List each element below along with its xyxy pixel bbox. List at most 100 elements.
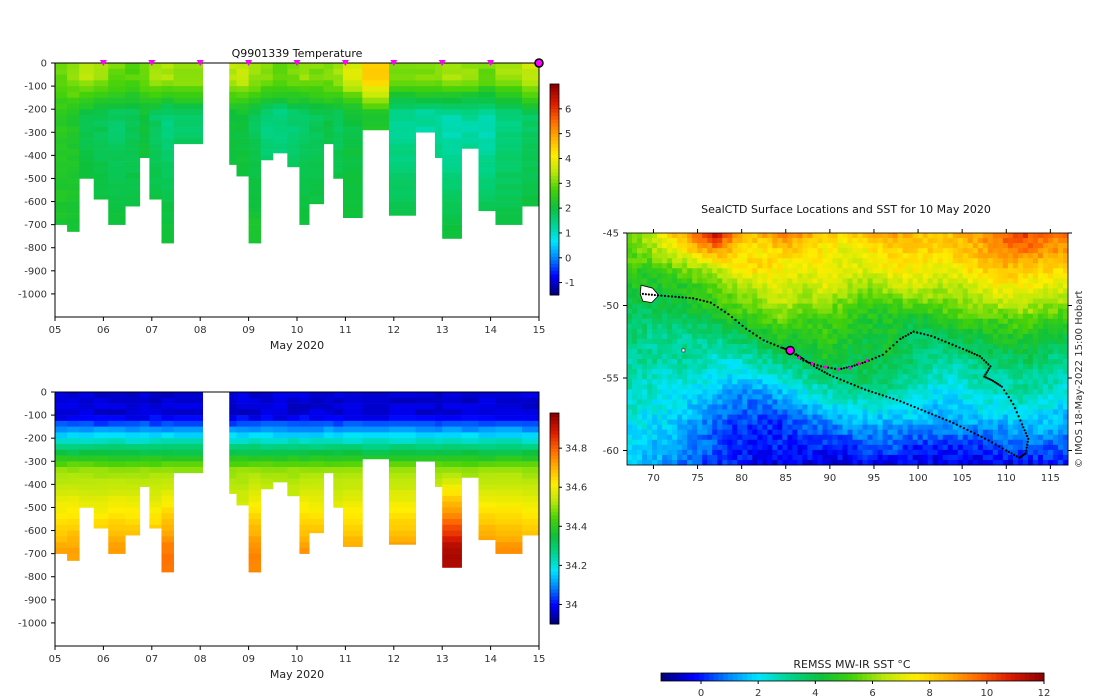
sst-cell — [992, 414, 999, 421]
sst-cell — [882, 389, 888, 395]
sst-cell — [737, 328, 743, 335]
colorbar-segment — [550, 256, 559, 261]
sst-cell — [822, 328, 828, 335]
sst-cell — [872, 374, 878, 380]
sst-cell — [792, 313, 798, 320]
sst-cell — [787, 323, 793, 330]
profile-cell — [287, 149, 300, 156]
sst-cell — [1022, 354, 1029, 360]
profile-cell — [342, 461, 363, 468]
sst-cell — [857, 238, 863, 244]
sst-cell — [1052, 409, 1059, 415]
sst-cell — [982, 343, 989, 350]
sst-cell — [737, 394, 743, 400]
sst-cell — [852, 359, 858, 365]
sst-cell — [692, 313, 698, 320]
sst-cell — [997, 349, 1004, 355]
profile-cell — [342, 495, 363, 502]
sst-cell — [927, 359, 934, 365]
sst-cell — [742, 409, 748, 415]
sst-cell — [962, 283, 969, 289]
sst-cell — [1012, 354, 1019, 360]
map-title: SealCTD Surface Locations and SST for 10… — [701, 203, 991, 216]
profile-cell — [434, 484, 443, 487]
profile-cell — [342, 432, 363, 439]
sst-cell — [932, 293, 939, 299]
sst-cell — [662, 288, 668, 294]
sst-cell — [957, 238, 964, 244]
profile-cell — [388, 467, 416, 474]
sst-cell — [892, 399, 899, 405]
sst-cell — [1042, 409, 1049, 415]
sst-cell — [802, 283, 808, 289]
sst-cell — [662, 359, 668, 365]
x-tick-label: 15 — [533, 654, 546, 665]
sst-cell — [682, 318, 688, 325]
sst-cell — [787, 369, 793, 375]
profile-cell — [478, 426, 496, 433]
profile-cell — [434, 103, 443, 110]
sst-cell — [967, 318, 974, 325]
profile-cell — [388, 432, 416, 439]
profile-cell — [67, 472, 80, 479]
sst-cell — [912, 389, 919, 395]
sst-cell — [692, 298, 698, 305]
sst-cell — [857, 243, 863, 249]
sst-cell — [1057, 389, 1064, 395]
profile-cell — [522, 392, 540, 399]
sst-cell — [627, 248, 633, 254]
sst-cell — [1037, 253, 1044, 259]
sst-cell — [947, 354, 954, 360]
sst-cell — [982, 349, 989, 355]
sst-cell — [872, 318, 878, 325]
sst-cell — [817, 278, 823, 284]
profile-cell — [149, 432, 162, 439]
sst-cell — [997, 419, 1004, 426]
sst-cell — [792, 394, 798, 400]
sst-cell — [712, 374, 718, 380]
sst-cell — [747, 369, 753, 375]
sst-cell — [952, 349, 959, 355]
sst-cell — [862, 308, 868, 315]
sst-cell — [782, 263, 788, 269]
sst-cell — [682, 424, 688, 431]
sst-cell — [807, 323, 813, 330]
sst-cell — [797, 273, 803, 279]
sst-cell — [922, 369, 929, 375]
profile-cell — [342, 397, 363, 404]
sst-cell — [637, 384, 643, 390]
sst-cell — [812, 278, 818, 284]
sst-cell — [777, 359, 783, 365]
sst-cell — [862, 243, 868, 249]
sst-cell — [712, 419, 718, 426]
sst-cell — [667, 313, 673, 320]
sst-cell — [767, 268, 773, 274]
sst-cell — [797, 343, 803, 350]
sst-cell — [697, 238, 703, 244]
profile-cell — [272, 461, 288, 468]
profile-cell — [161, 409, 174, 416]
profile-cell — [108, 166, 126, 173]
sst-cell — [802, 369, 808, 375]
sst-cell — [1022, 384, 1029, 390]
sst-cell — [792, 349, 798, 355]
profile-cell — [478, 201, 496, 208]
sst-cell — [662, 273, 668, 279]
sst-cell — [872, 263, 878, 269]
sst-cell — [1042, 343, 1049, 350]
sst-cell — [987, 288, 994, 294]
sst-cell — [922, 359, 929, 365]
sst-cell — [757, 243, 763, 249]
sst-cell — [952, 268, 959, 274]
colorbar-segment — [550, 207, 559, 212]
profile-cell — [93, 449, 109, 456]
sst-cell — [992, 278, 999, 284]
profile-cell — [248, 461, 262, 468]
sst-cell — [652, 343, 658, 350]
sst-cell — [897, 379, 904, 385]
sst-cell — [717, 288, 723, 294]
profile-cell — [108, 507, 126, 514]
sst-cell — [822, 303, 828, 310]
profile-cell — [161, 207, 174, 214]
profile-cell — [388, 172, 416, 179]
